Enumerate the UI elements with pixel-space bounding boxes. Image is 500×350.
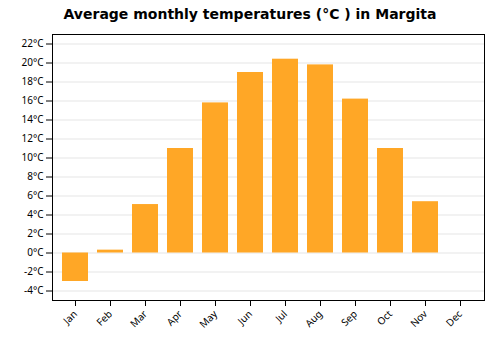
svg-text:22°C: 22°C	[21, 36, 44, 50]
svg-text:Sep: Sep	[338, 307, 360, 329]
svg-text:Feb: Feb	[93, 307, 115, 329]
svg-text:16°C: 16°C	[21, 93, 44, 107]
svg-text:10°C: 10°C	[21, 150, 44, 164]
svg-text:Aug: Aug	[302, 307, 325, 330]
svg-text:Jun: Jun	[234, 307, 255, 328]
svg-text:-2°C: -2°C	[24, 264, 44, 278]
svg-text:May: May	[196, 306, 221, 331]
svg-text:-4°C: -4°C	[24, 283, 44, 297]
svg-text:6°C: 6°C	[27, 188, 44, 202]
svg-text:Oct: Oct	[374, 307, 396, 329]
svg-text:Jan: Jan	[59, 307, 80, 328]
svg-text:14°C: 14°C	[21, 112, 44, 126]
svg-text:20°C: 20°C	[21, 55, 44, 69]
svg-text:0°C: 0°C	[27, 245, 44, 259]
svg-text:Apr: Apr	[163, 307, 185, 329]
svg-text:Mar: Mar	[127, 307, 150, 330]
svg-text:Nov: Nov	[407, 306, 431, 330]
svg-text:12°C: 12°C	[21, 131, 44, 145]
svg-text:18°C: 18°C	[21, 74, 44, 88]
svg-text:8°C: 8°C	[27, 169, 44, 183]
html-text:Average monthly temperatures (: Average monthly temperatures (°C ) in Ma…	[63, 6, 437, 22]
svg-text:Dec: Dec	[442, 307, 465, 330]
svg-text:2°C: 2°C	[27, 226, 44, 240]
svg-text:Jul: Jul	[271, 307, 290, 326]
svg-text:4°C: 4°C	[27, 207, 44, 221]
